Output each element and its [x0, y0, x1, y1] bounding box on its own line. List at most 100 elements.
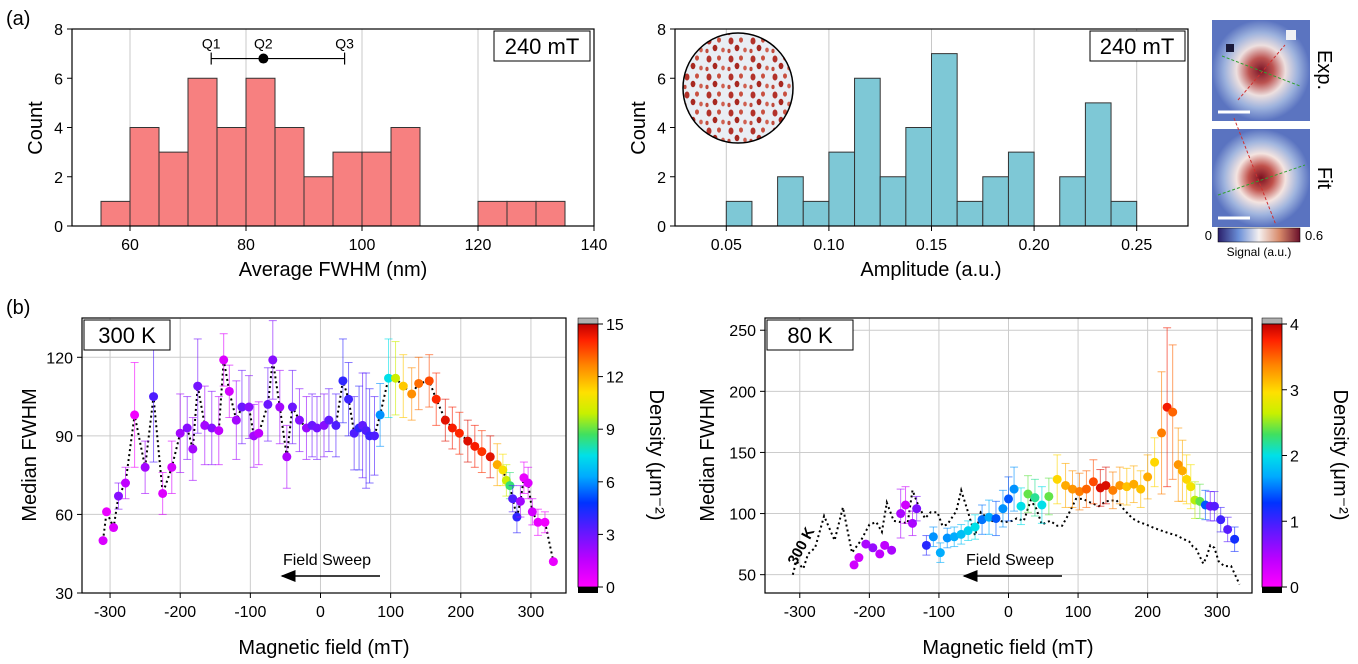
- scatter-300k-frame: [81, 317, 567, 594]
- signal-colorbar-max: 0.6: [1305, 228, 1323, 243]
- data-point: [113, 491, 123, 501]
- colorbar-top-cap: [1261, 317, 1283, 325]
- colorbar-bottom-cap: [578, 587, 598, 593]
- data-point: [207, 423, 217, 433]
- colorbar-tick-label: 12: [606, 370, 624, 387]
- data-point: [188, 444, 198, 454]
- xtick-label: -100: [234, 604, 266, 621]
- data-point: [1009, 484, 1019, 494]
- scatter-300k-ticks: -300 -200 -100 0 100 200 300 30 60 90 120: [46, 350, 544, 621]
- data-point: [1122, 482, 1132, 492]
- hist-bar: [725, 200, 753, 227]
- data-point: [324, 415, 334, 425]
- data-point: [1108, 485, 1118, 495]
- data-point: [331, 420, 341, 430]
- amplitude-histogram: 0.05 0.10 0.15 0.20 0.25 0 2 4 6 8 240 mT Amplitu…: [628, 22, 1189, 281]
- data-point: [414, 378, 424, 388]
- colorbar-tick-label: 1: [1290, 514, 1299, 531]
- data-point: [237, 402, 247, 412]
- data-point: [214, 426, 224, 436]
- data-point: [424, 376, 434, 386]
- data-point: [1044, 491, 1054, 501]
- hist-bar: [216, 127, 247, 227]
- data-point: [854, 553, 864, 563]
- data-point: [1186, 482, 1196, 492]
- data-point: [344, 394, 354, 404]
- colorbar-tick-label: 6: [606, 475, 615, 492]
- colorbar-top-cap: [577, 317, 599, 325]
- xtick-label: 100: [1065, 604, 1092, 621]
- colorbar-tick-label: 4: [1290, 317, 1299, 334]
- xtick-label: 300: [518, 604, 545, 621]
- data-point: [912, 504, 922, 514]
- xtick-label: 0.25: [1121, 237, 1152, 254]
- ytick-label: 50: [738, 568, 756, 585]
- colorbar-gradient: [577, 323, 599, 588]
- fwhm-hist-bars: [100, 77, 566, 227]
- data-point: [140, 462, 150, 472]
- data-point: [1088, 477, 1098, 487]
- hist-bar: [390, 127, 421, 227]
- scatter-300k-ylabel: Median FWHM: [19, 388, 41, 521]
- exp-label: Exp.: [1313, 50, 1335, 90]
- fit-label: Fit: [1313, 167, 1335, 190]
- data-point: [991, 513, 1001, 523]
- data-point: [498, 465, 508, 475]
- colorbar-gradient: [1261, 323, 1283, 588]
- data-point: [1068, 484, 1078, 494]
- temp-box-80k: [766, 319, 854, 351]
- data-point: [447, 423, 457, 433]
- data-point: [515, 496, 525, 506]
- colorbar-300k: 0 3 6 9 12 15: [577, 317, 624, 597]
- scatter-80k-xlabel: Magnetic field (mT): [922, 637, 1093, 659]
- hist-bar: [777, 176, 804, 227]
- domain-image-inset: [682, 32, 794, 144]
- xtick-label: 0.20: [1019, 237, 1050, 254]
- data-point: [875, 549, 885, 559]
- hist-bar: [477, 200, 508, 227]
- xtick-label: 300: [1204, 604, 1231, 621]
- data-point: [1157, 428, 1167, 438]
- data-point: [407, 389, 417, 399]
- data-point: [398, 381, 408, 391]
- data-point: [928, 532, 938, 542]
- hist-bar: [982, 176, 1009, 227]
- xtick-label: 60: [121, 237, 139, 254]
- colorbar-tick-label: 0: [1290, 580, 1299, 597]
- data-point: [533, 517, 543, 527]
- data-point: [977, 515, 987, 525]
- hist-bar: [931, 53, 958, 227]
- data-point: [942, 533, 952, 543]
- hist-bar: [129, 127, 160, 227]
- data-point: [254, 428, 264, 438]
- data-point: [998, 504, 1008, 514]
- data-point: [470, 441, 480, 451]
- data-point: [1052, 474, 1062, 484]
- fit-image: [1212, 117, 1310, 227]
- data-point: [1168, 407, 1178, 417]
- data-point: [244, 402, 254, 412]
- reference-curve: [791, 486, 1241, 585]
- hist-bar: [802, 200, 830, 227]
- field-sweep-label-80k: Field Sweep: [966, 552, 1054, 569]
- colorbar-tick-label: 0: [606, 580, 615, 597]
- data-point: [391, 373, 401, 383]
- xtick-label: -300: [94, 604, 126, 621]
- scatter-80k-points: [849, 327, 1240, 570]
- colorbar-tick-label: 3: [606, 527, 615, 544]
- amp-hist-xlabel: Amplitude (a.u.): [860, 259, 1001, 281]
- ytick-label: 4: [657, 121, 666, 138]
- data-point: [1081, 484, 1091, 494]
- data-point: [921, 540, 931, 550]
- data-point: [1030, 493, 1040, 503]
- hist-bar: [303, 176, 334, 227]
- colorbar-tick-label: 3: [1290, 383, 1299, 400]
- data-point: [896, 509, 906, 519]
- data-point: [224, 386, 234, 396]
- data-point: [1023, 489, 1033, 499]
- hist-bar: [1110, 200, 1138, 227]
- data-point: [338, 376, 348, 386]
- data-point: [1037, 500, 1047, 510]
- xtick-label: 100: [377, 604, 404, 621]
- temp-label-80k: 80 K: [787, 323, 833, 348]
